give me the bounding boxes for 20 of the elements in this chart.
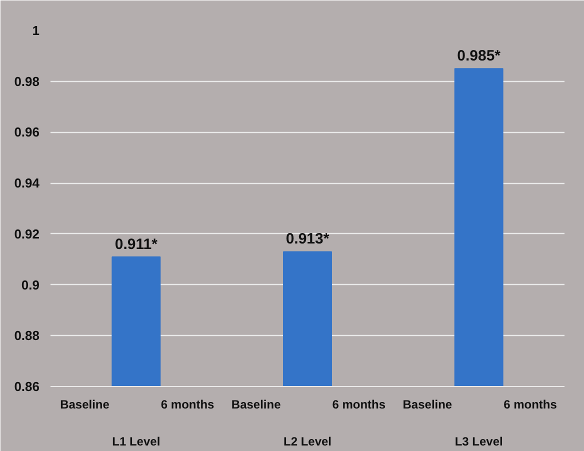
data-label: 0.913*: [286, 230, 330, 248]
x-tick-label: L3 Level: [454, 434, 503, 448]
text: 6 months: [160, 398, 215, 412]
x-tick-label: L1 Level: [112, 434, 160, 448]
x-tick-label: L2 Level: [283, 434, 332, 448]
y-tick-label: 0.98: [14, 74, 40, 89]
data-label: 0.985*: [457, 48, 501, 65]
data-label: 0.911*: [114, 236, 158, 253]
y-tick-label: 0.88: [14, 328, 40, 344]
y-tick-label: 0.86: [14, 379, 40, 394]
y-tick-label: 0.96: [14, 124, 40, 140]
y-tick-label: 0.94: [14, 176, 40, 191]
y-tick-label: 1: [32, 23, 40, 38]
text: 6 months: [504, 398, 558, 412]
y-tick-label: 0.92: [14, 226, 40, 242]
text: Baseline: [402, 398, 452, 412]
text: Baseline: [60, 398, 110, 412]
y-tick-label: 0.9: [21, 277, 40, 292]
text: Baseline: [231, 398, 282, 412]
text: 6 months: [332, 398, 386, 412]
